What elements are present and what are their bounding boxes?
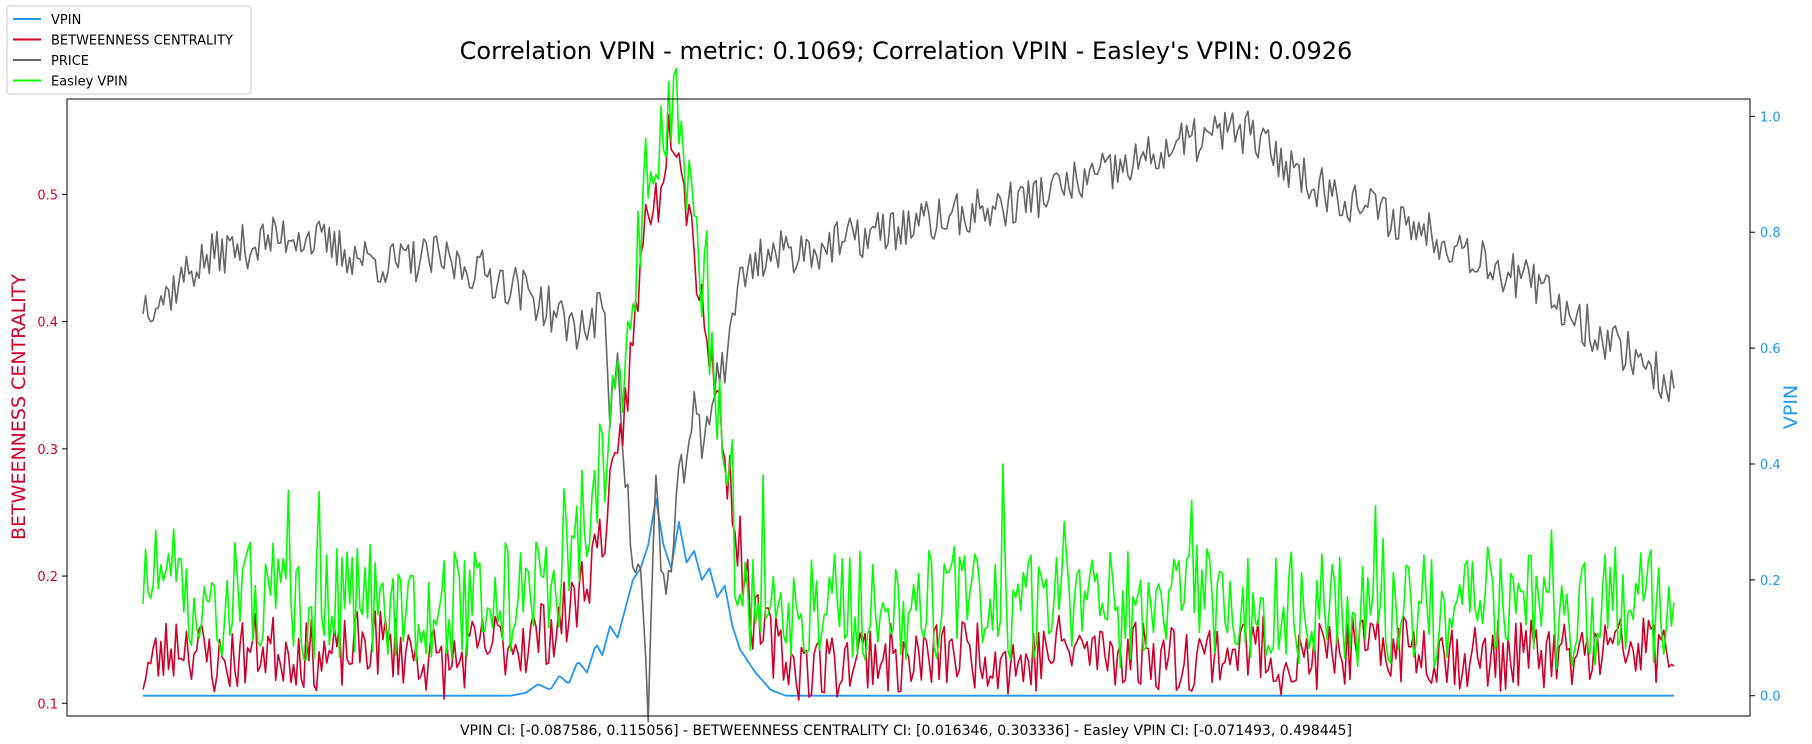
right-axis-tick-label: 0.6 — [1760, 342, 1781, 357]
left-axis-tick-label: 0.5 — [37, 188, 58, 203]
chart-title: Correlation VPIN - metric: 0.1069; Corre… — [460, 37, 1353, 65]
right-axis-tick-label: 1.0 — [1760, 110, 1781, 125]
right-axis-tick-label: 0.4 — [1760, 458, 1781, 473]
legend-label: BETWEENNESS CENTRALITY — [51, 34, 233, 49]
left-axis: 0.1 0.2 0.3 0.4 0.5 — [37, 188, 67, 712]
series-line-easley-vpin — [142, 67, 1675, 670]
legend-label: VPIN — [51, 13, 81, 28]
series-line-price — [142, 110, 1675, 723]
legend-frame — [6, 5, 252, 95]
legend-label: Easley VPIN — [51, 75, 128, 90]
legend-label: PRICE — [51, 54, 89, 69]
legend: VPIN BETWEENNESS CENTRALITY PRICE Easley VP… — [6, 5, 252, 95]
footer-ci-text: VPIN CI: [-0.087586, 0.115056] - BETWEEN… — [460, 723, 1352, 739]
right-axis-tick-label: 0.0 — [1760, 690, 1781, 705]
right-axis-label: VPIN — [1780, 385, 1802, 429]
series-layer — [142, 67, 1675, 723]
right-axis-tick-label: 0.8 — [1760, 226, 1781, 241]
left-axis-label: BETWEENNESS CENTRALITY — [8, 274, 30, 540]
right-axis-tick-label: 0.2 — [1760, 574, 1781, 589]
left-axis-tick-label: 0.3 — [37, 443, 58, 458]
plot-frame — [66, 98, 1751, 717]
series-line-vpin — [143, 497, 1674, 697]
left-axis-tick-label: 0.2 — [37, 570, 58, 585]
series-line-betweenness-centrality — [142, 113, 1675, 701]
right-axis: 0.0 0.2 0.4 0.6 0.8 1.0 — [1750, 110, 1781, 705]
left-axis-tick-label: 0.1 — [37, 697, 58, 712]
left-axis-tick-label: 0.4 — [37, 316, 58, 331]
